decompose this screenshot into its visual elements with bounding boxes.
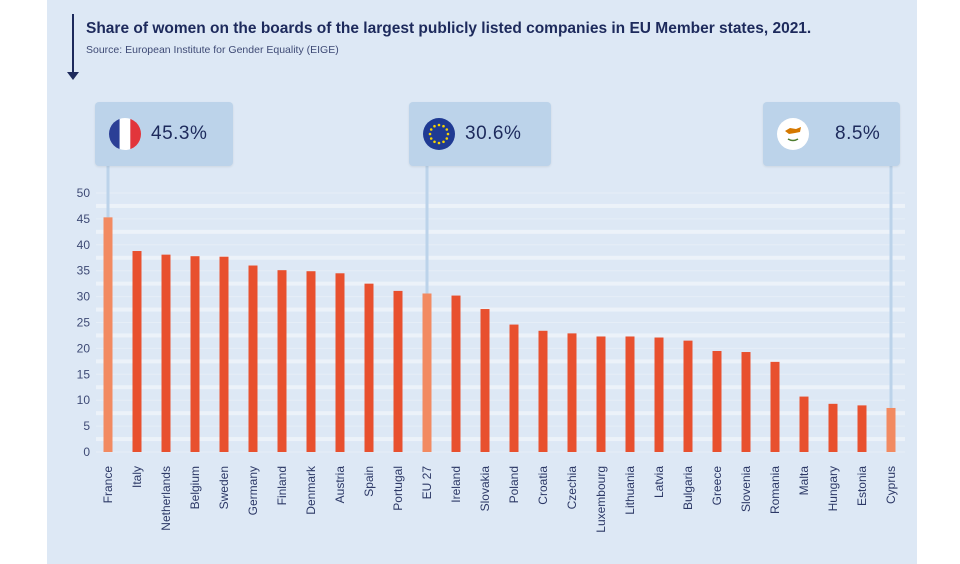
- callout-connector: [889, 166, 893, 408]
- grid-band: [96, 307, 905, 312]
- x-tick-label: Sweden: [217, 466, 231, 509]
- x-tick-label: Spain: [362, 466, 376, 497]
- chart-source: Source: European Institute for Gender Eq…: [86, 44, 339, 56]
- bar-latvia: [654, 337, 664, 452]
- callout-eu-value: 30.6%: [465, 123, 522, 144]
- x-tick-label: Czechia: [565, 466, 579, 510]
- y-tick-label: 35: [77, 264, 91, 278]
- callout-france: 45.3%: [95, 102, 233, 166]
- x-tick-label: Netherlands: [159, 466, 173, 531]
- y-tick-label: 30: [77, 290, 91, 304]
- bar-bulgaria: [683, 340, 693, 452]
- callout-eu: 30.6%: [409, 102, 551, 166]
- y-tick-label: 10: [77, 393, 91, 407]
- bar-france: [103, 217, 113, 452]
- bar-belgium: [190, 256, 200, 452]
- eu-flag-icon: [423, 118, 455, 150]
- x-tick-label: EU 27: [420, 466, 434, 500]
- callout-france-value: 45.3%: [151, 123, 208, 144]
- x-tick-label: Slovakia: [478, 466, 492, 512]
- x-tick-label: France: [101, 466, 115, 504]
- bar-luxembourg: [596, 336, 606, 452]
- grid-band: [96, 385, 905, 390]
- grid-band: [96, 255, 905, 260]
- grid-band: [96, 281, 905, 286]
- cyprus-flag-icon: [777, 118, 809, 150]
- x-axis-labels: France Italy Netherlands Belgium Sweden Germa…: [101, 465, 898, 533]
- callout-connector: [425, 166, 429, 294]
- y-tick-label: 40: [77, 238, 91, 252]
- bar-austria: [335, 273, 345, 452]
- grid-band: [96, 333, 905, 338]
- x-tick-label: Slovenia: [739, 466, 753, 512]
- bar-netherlands: [161, 254, 171, 452]
- x-tick-label: Italy: [130, 466, 144, 488]
- france-flag-icon: [109, 118, 141, 150]
- bar-cyprus: [886, 407, 896, 452]
- callout-cyprus: 8.5%: [763, 102, 900, 166]
- grid-band: [96, 437, 905, 442]
- bar-croatia: [538, 330, 548, 452]
- x-tick-label: Finland: [275, 466, 289, 505]
- y-tick-label: 15: [77, 367, 91, 381]
- x-tick-label: Cyprus: [884, 466, 898, 504]
- bar-germany: [248, 265, 258, 452]
- y-tick-label: 50: [77, 186, 91, 200]
- bar-ireland: [451, 295, 461, 452]
- bar-slovenia: [741, 352, 751, 452]
- bar-portugal: [393, 290, 403, 452]
- x-tick-label: Belgium: [188, 466, 202, 509]
- y-tick-label: 5: [83, 419, 90, 433]
- bar-sweden: [219, 256, 229, 452]
- x-tick-label: Portugal: [391, 466, 405, 511]
- bars: [103, 217, 896, 452]
- x-tick-label: Bulgaria: [681, 466, 695, 510]
- callout-connector: [106, 166, 110, 218]
- chart-title: Share of women on the boards of the larg…: [86, 20, 812, 37]
- bar-estonia: [857, 405, 867, 452]
- grid-band: [96, 359, 905, 364]
- x-tick-label: Estonia: [855, 466, 869, 506]
- y-tick-label: 0: [83, 445, 90, 459]
- grid-band: [96, 411, 905, 416]
- callout-cyprus-value: 8.5%: [835, 123, 881, 144]
- x-tick-label: Lithuania: [623, 466, 637, 515]
- bar-denmark: [306, 271, 316, 452]
- y-tick-label: 20: [77, 341, 91, 355]
- bar-czechia: [567, 333, 577, 452]
- x-tick-label: Luxembourg: [594, 466, 608, 533]
- bar-lithuania: [625, 336, 635, 452]
- y-tick-label: 25: [77, 316, 91, 330]
- x-tick-label: Austria: [333, 466, 347, 504]
- bar-malta: [799, 396, 809, 452]
- x-tick-label: Ireland: [449, 466, 463, 503]
- bar-romania: [770, 361, 780, 452]
- bar-italy: [132, 251, 142, 452]
- x-tick-label: Greece: [710, 466, 724, 506]
- bar-spain: [364, 283, 374, 452]
- x-tick-label: Romania: [768, 466, 782, 514]
- x-tick-label: Denmark: [304, 465, 318, 515]
- x-tick-label: Poland: [507, 466, 521, 503]
- y-axis-ticks: 0 5 10 15 20 25 30 35 40 45 50: [77, 186, 91, 459]
- callout-connectors: [106, 166, 893, 408]
- grid-lines: [96, 192, 905, 453]
- grid-band: [96, 229, 905, 234]
- x-tick-label: Hungary: [826, 466, 840, 511]
- grid-band: [96, 203, 905, 208]
- bar-greece: [712, 350, 722, 452]
- bar-finland: [277, 270, 287, 452]
- bar-poland: [509, 324, 519, 452]
- y-tick-label: 45: [77, 212, 91, 226]
- x-tick-label: Croatia: [536, 466, 550, 505]
- down-arrow-icon: [67, 14, 79, 80]
- x-tick-label: Germany: [246, 466, 260, 515]
- x-tick-label: Latvia: [652, 466, 666, 498]
- bar-slovakia: [480, 309, 490, 452]
- bar-hungary: [828, 403, 838, 452]
- x-tick-label: Malta: [797, 466, 811, 496]
- bar-eu-27: [422, 293, 432, 452]
